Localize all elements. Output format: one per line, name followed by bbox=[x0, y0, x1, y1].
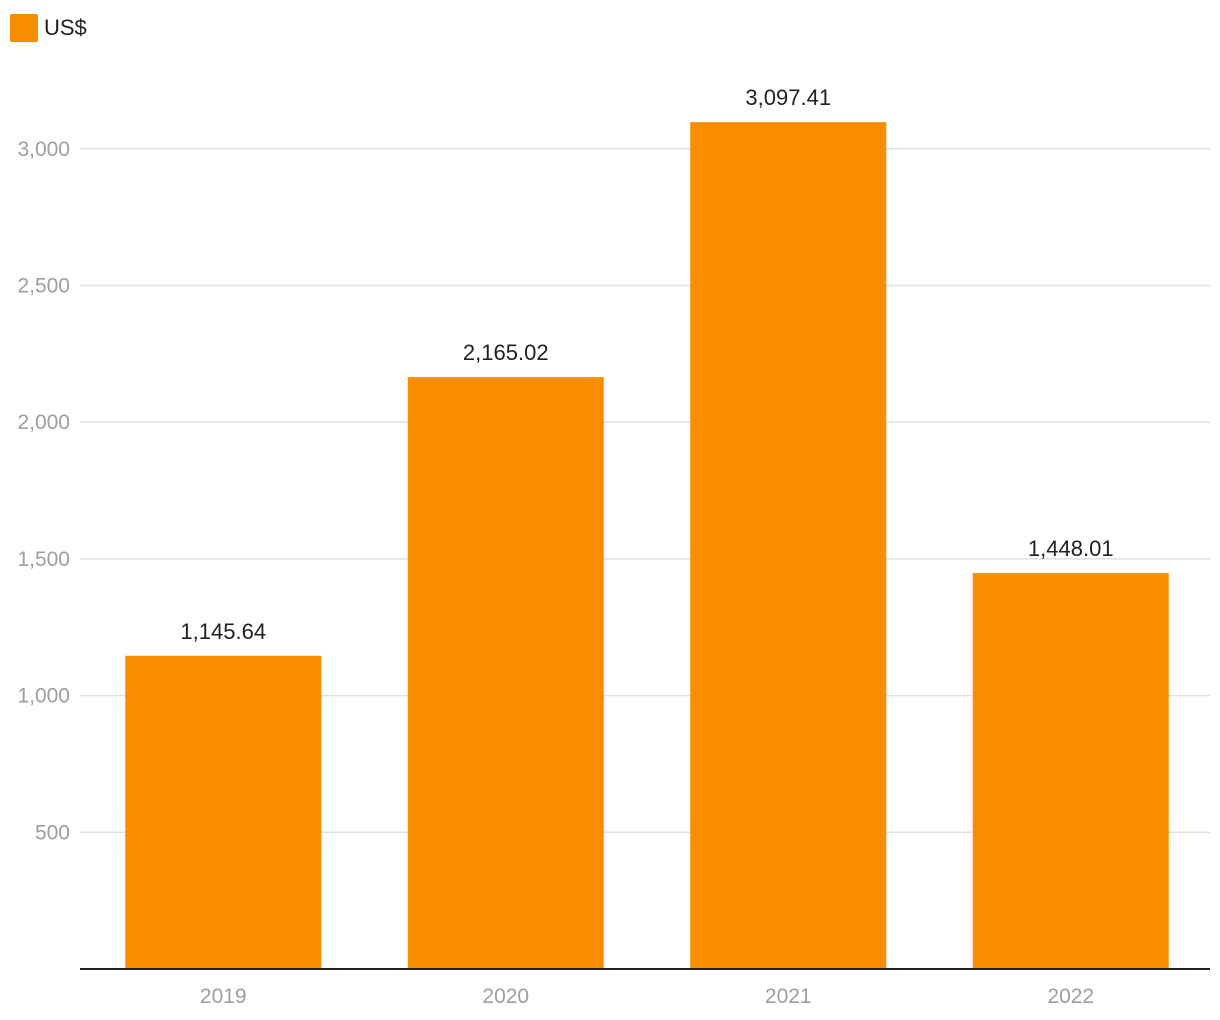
bars bbox=[125, 122, 1169, 970]
y-tick-label: 2,500 bbox=[17, 275, 70, 298]
data-label-2022: 1,448.01 bbox=[1028, 536, 1114, 561]
y-tick-label: 2,000 bbox=[17, 411, 70, 434]
data-label-2020: 2,165.02 bbox=[463, 340, 549, 365]
x-axis-ticks: 2019 2020 2021 2022 bbox=[200, 985, 1094, 1008]
bar-2020 bbox=[407, 377, 604, 970]
y-tick-label: 500 bbox=[35, 821, 70, 844]
data-label-2021: 3,097.41 bbox=[745, 85, 831, 110]
x-tick-label-2020: 2020 bbox=[482, 985, 529, 1008]
bar-2021 bbox=[690, 122, 887, 970]
y-axis-ticks: 500 1,000 1,500 2,000 2,500 3,000 bbox=[17, 138, 70, 844]
legend: US$ bbox=[10, 14, 87, 42]
y-tick-label: 3,000 bbox=[17, 138, 70, 161]
y-tick-label: 1,500 bbox=[17, 548, 70, 571]
x-tick-label-2021: 2021 bbox=[765, 985, 812, 1008]
data-label-2019: 1,145.64 bbox=[180, 619, 266, 644]
y-tick-label: 1,000 bbox=[17, 685, 70, 708]
legend-label: US$ bbox=[44, 15, 87, 40]
data-labels: 1,145.64 2,165.02 3,097.41 1,448.01 bbox=[180, 85, 1113, 644]
bar-2022 bbox=[972, 573, 1169, 969]
legend-swatch bbox=[10, 14, 38, 42]
x-tick-label-2019: 2019 bbox=[200, 985, 247, 1008]
x-tick-label-2022: 2022 bbox=[1047, 985, 1094, 1008]
bar-2019 bbox=[125, 655, 322, 969]
